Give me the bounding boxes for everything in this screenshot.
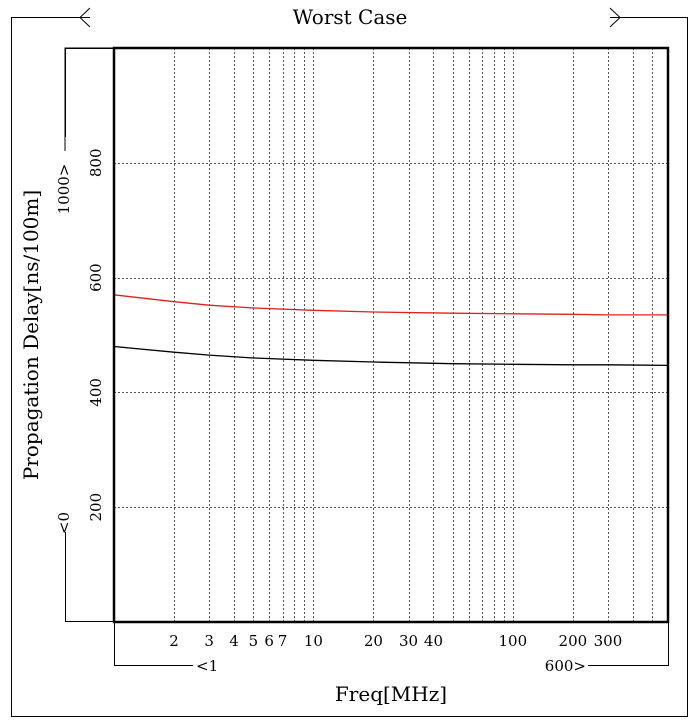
- series-layer: [113, 294, 669, 367]
- x-range-max: 600>: [545, 657, 586, 675]
- x-tick-label: 300: [594, 632, 623, 650]
- title-bracket-left: [79, 7, 91, 28]
- x-tick-label: 7: [278, 632, 288, 650]
- plot-area-border: [112, 46, 670, 624]
- x-range-min: <1: [196, 657, 218, 675]
- y-gridlines: [114, 163, 668, 508]
- y-range-bracket: [64, 47, 114, 151]
- x-tick-label: 10: [304, 632, 323, 650]
- title-gap: [90, 10, 610, 26]
- x-tick-label: 4: [229, 632, 239, 650]
- x-tick-label: 40: [424, 632, 443, 650]
- x-tick-label: 200: [559, 632, 588, 650]
- series-line-1: [113, 294, 668, 316]
- x-tick-label: 100: [499, 632, 528, 650]
- x-tick-label: 5: [249, 632, 259, 650]
- y-tick-label: 200: [87, 493, 105, 522]
- title-bracket-right: [609, 7, 621, 28]
- y-range-max: 1000>: [55, 164, 73, 215]
- x-tick-label: 3: [204, 632, 214, 650]
- x-tick-label: 6: [264, 632, 274, 650]
- x-tick-labels: 2 3 4 5 6 7 10 20 30 40 100 200 300: [169, 632, 622, 650]
- y-tick-label: 400: [87, 378, 105, 407]
- y-tick-labels: 200 400 600 800: [87, 148, 105, 521]
- x-axis-label: Freq[MHz]: [335, 682, 447, 706]
- y-tick-label: 600: [87, 263, 105, 292]
- x-tick-label: 20: [364, 632, 383, 650]
- x-tick-label: 2: [169, 632, 179, 650]
- y-range-min: <0: [55, 512, 73, 534]
- chart-title: Worst Case: [293, 5, 408, 29]
- y-tick-label: 800: [87, 148, 105, 177]
- x-tick-label: 30: [399, 632, 418, 650]
- y-axis-label: Propagation Delay[ns/100m]: [19, 190, 43, 480]
- series-line-2: [113, 345, 669, 367]
- x-gridlines: [174, 48, 653, 622]
